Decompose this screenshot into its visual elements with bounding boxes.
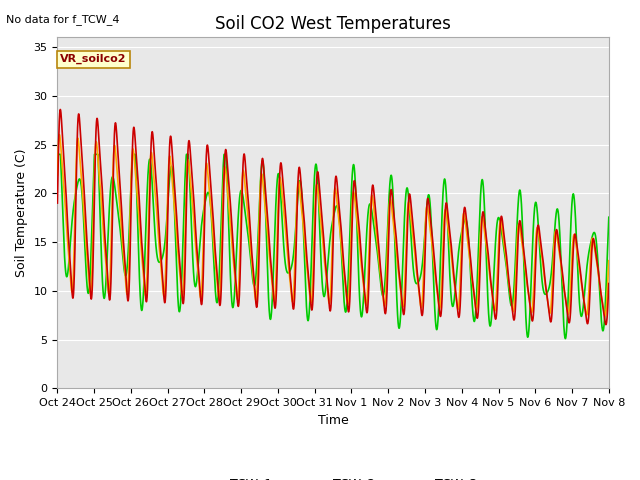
Y-axis label: Soil Temperature (C): Soil Temperature (C) <box>15 149 28 277</box>
Title: Soil CO2 West Temperatures: Soil CO2 West Temperatures <box>215 15 451 33</box>
Text: No data for f_TCW_4: No data for f_TCW_4 <box>6 14 120 25</box>
Legend: TCW_1, TCW_2, TCW_3: TCW_1, TCW_2, TCW_3 <box>184 472 482 480</box>
Text: VR_soilco2: VR_soilco2 <box>60 54 127 64</box>
X-axis label: Time: Time <box>317 414 349 427</box>
